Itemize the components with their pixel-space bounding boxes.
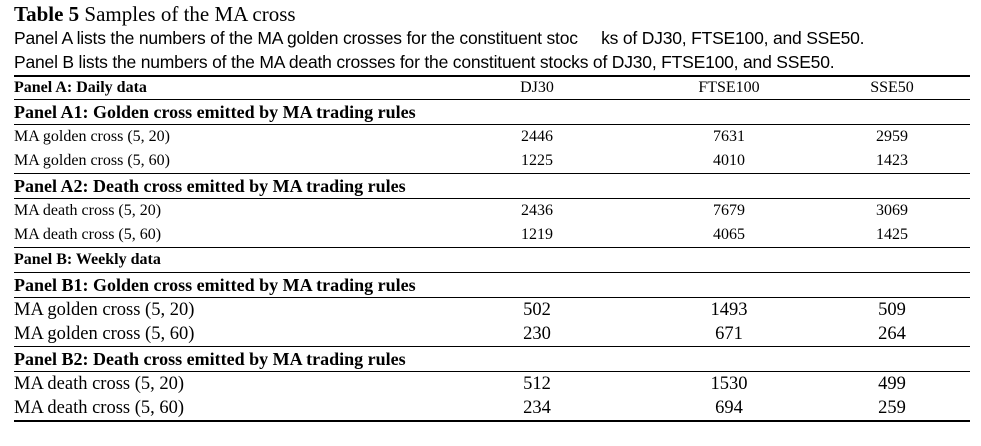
cell-ftse100: 7631 bbox=[713, 128, 745, 145]
column-header-dj30: DJ30 bbox=[434, 75, 644, 100]
panel-a-header: Panel A: Daily data bbox=[14, 75, 434, 100]
table-title-text: Samples of the MA cross bbox=[84, 2, 296, 26]
table-row: MA golden cross (5, 60) 1225 4010 1423 bbox=[14, 149, 970, 174]
cell-sse50: 2959 bbox=[876, 128, 908, 145]
table-row: MA death cross (5, 20) 512 1530 499 bbox=[14, 372, 970, 397]
panel-b2-title: Panel B2: Death cross emitted by MA trad… bbox=[14, 346, 970, 372]
cell-ftse100: 1493 bbox=[710, 299, 748, 320]
cell-ftse100: 4010 bbox=[713, 152, 745, 169]
column-header-sse50: SSE50 bbox=[814, 75, 970, 100]
row-label: MA golden cross (5, 20) bbox=[14, 299, 195, 320]
cell-ftse100: 4065 bbox=[713, 226, 745, 243]
row-label: MA death cross (5, 60) bbox=[14, 226, 162, 243]
row-label: MA death cross (5, 20) bbox=[14, 373, 185, 394]
section-row: Panel A1: Golden cross emitted by MA tra… bbox=[14, 99, 970, 125]
table-row: MA golden cross (5, 20) 2446 7631 2959 bbox=[14, 125, 970, 150]
table-row: MA death cross (5, 20) 2436 7679 3069 bbox=[14, 199, 970, 224]
row-label: MA death cross (5, 20) bbox=[14, 202, 162, 219]
cell-dj30: 1225 bbox=[521, 152, 553, 169]
cell-sse50: 259 bbox=[814, 396, 970, 422]
panel-a1-title: Panel A1: Golden cross emitted by MA tra… bbox=[14, 99, 970, 125]
cell-dj30: 1219 bbox=[521, 226, 553, 243]
column-header-ftse100: FTSE100 bbox=[644, 75, 814, 100]
cell-dj30: 230 bbox=[523, 323, 551, 344]
cell-dj30: 2446 bbox=[521, 128, 553, 145]
cell-dj30: 2436 bbox=[521, 202, 553, 219]
cell-dj30: 502 bbox=[523, 299, 551, 320]
data-table: Panel A: Daily data DJ30 FTSE100 SSE50 P… bbox=[14, 75, 970, 422]
panel-a2-title: Panel A2: Death cross emitted by MA trad… bbox=[14, 173, 970, 199]
cell-sse50: 509 bbox=[878, 299, 906, 320]
section-row: Panel B1: Golden cross emitted by MA tra… bbox=[14, 272, 970, 298]
cell-ftse100: 1530 bbox=[710, 373, 748, 394]
header-row: Panel A: Daily data DJ30 FTSE100 SSE50 bbox=[14, 75, 970, 100]
row-label: MA golden cross (5, 60) bbox=[14, 323, 195, 344]
cell-dj30: 234 bbox=[434, 396, 644, 422]
table-title: Table 5 Samples of the MA cross bbox=[14, 2, 970, 26]
table-figure: Table 5 Samples of the MA cross Panel A … bbox=[14, 2, 970, 422]
section-row: Panel A2: Death cross emitted by MA trad… bbox=[14, 173, 970, 199]
row-label: MA death cross (5, 60) bbox=[14, 396, 434, 422]
row-label: MA golden cross (5, 20) bbox=[14, 128, 170, 145]
caption-panel-b: Panel B lists the numbers of the MA deat… bbox=[14, 52, 835, 72]
panel-b-header: Panel B: Weekly data bbox=[14, 247, 970, 273]
table-row: MA golden cross (5, 20) 502 1493 509 bbox=[14, 298, 970, 323]
cell-sse50: 264 bbox=[878, 323, 906, 344]
cell-ftse100: 7679 bbox=[713, 202, 745, 219]
cell-ftse100: 694 bbox=[644, 396, 814, 422]
table-row: MA death cross (5, 60) 1219 4065 1425 bbox=[14, 223, 970, 248]
cell-sse50: 1423 bbox=[876, 152, 908, 169]
section-row: Panel B: Weekly data bbox=[14, 247, 970, 273]
section-row: Panel B2: Death cross emitted by MA trad… bbox=[14, 346, 970, 372]
table-number: Table 5 bbox=[14, 2, 80, 26]
table-row: MA golden cross (5, 60) 230 671 264 bbox=[14, 322, 970, 347]
cell-sse50: 3069 bbox=[876, 202, 908, 219]
row-label: MA golden cross (5, 60) bbox=[14, 152, 170, 169]
cell-sse50: 1425 bbox=[876, 226, 908, 243]
cell-ftse100: 671 bbox=[715, 323, 743, 344]
panel-b1-title: Panel B1: Golden cross emitted by MA tra… bbox=[14, 272, 970, 298]
cell-dj30: 512 bbox=[523, 373, 551, 394]
cell-sse50: 499 bbox=[878, 373, 906, 394]
caption-panel-a: Panel A lists the numbers of the MA gold… bbox=[14, 28, 865, 48]
table-row: MA death cross (5, 60) 234 694 259 bbox=[14, 396, 970, 422]
